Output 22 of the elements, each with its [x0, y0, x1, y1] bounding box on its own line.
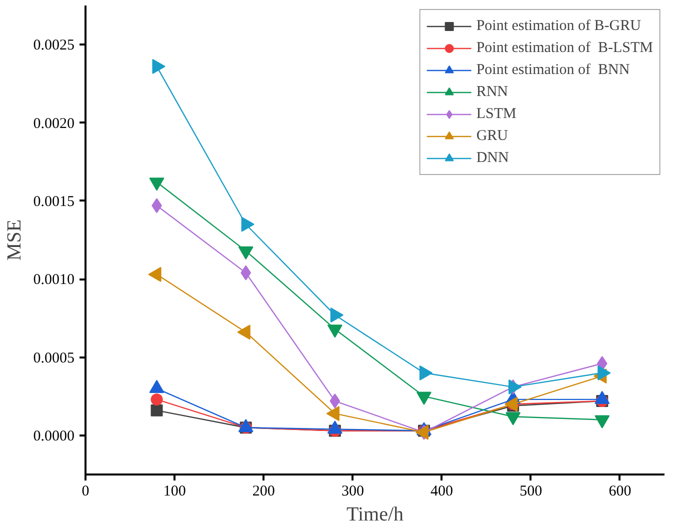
x-tick-label: 500 [520, 484, 542, 500]
y-tick-label: 0.0005 [33, 350, 74, 366]
legend-label: DNN [476, 150, 509, 166]
legend-label: Point estimation of BNN [476, 62, 630, 78]
y-tick-label: 0.0020 [33, 116, 74, 132]
legend-label: GRU [476, 128, 508, 144]
x-tick-label: 100 [163, 484, 186, 500]
x-axis-title: Time/h [346, 504, 404, 526]
x-tick-label: 300 [341, 484, 364, 500]
y-tick-label: 0.0010 [33, 272, 74, 288]
legend-label: Point estimation of B-GRU [476, 18, 641, 34]
legend-label: Point estimation of B-LSTM [476, 40, 653, 56]
y-tick-label: 0.0025 [33, 38, 74, 54]
legend-label: RNN [476, 84, 508, 100]
y-tick-label: 0.0015 [33, 194, 74, 210]
x-tick-label: 0 [82, 484, 90, 500]
x-tick-label: 200 [252, 484, 275, 500]
x-tick-label: 600 [608, 484, 632, 500]
legend-label: LSTM [476, 106, 516, 122]
x-tick-label: 400 [430, 484, 454, 500]
y-tick-label: 0.0000 [33, 428, 74, 444]
y-axis-title: MSE [3, 219, 26, 261]
